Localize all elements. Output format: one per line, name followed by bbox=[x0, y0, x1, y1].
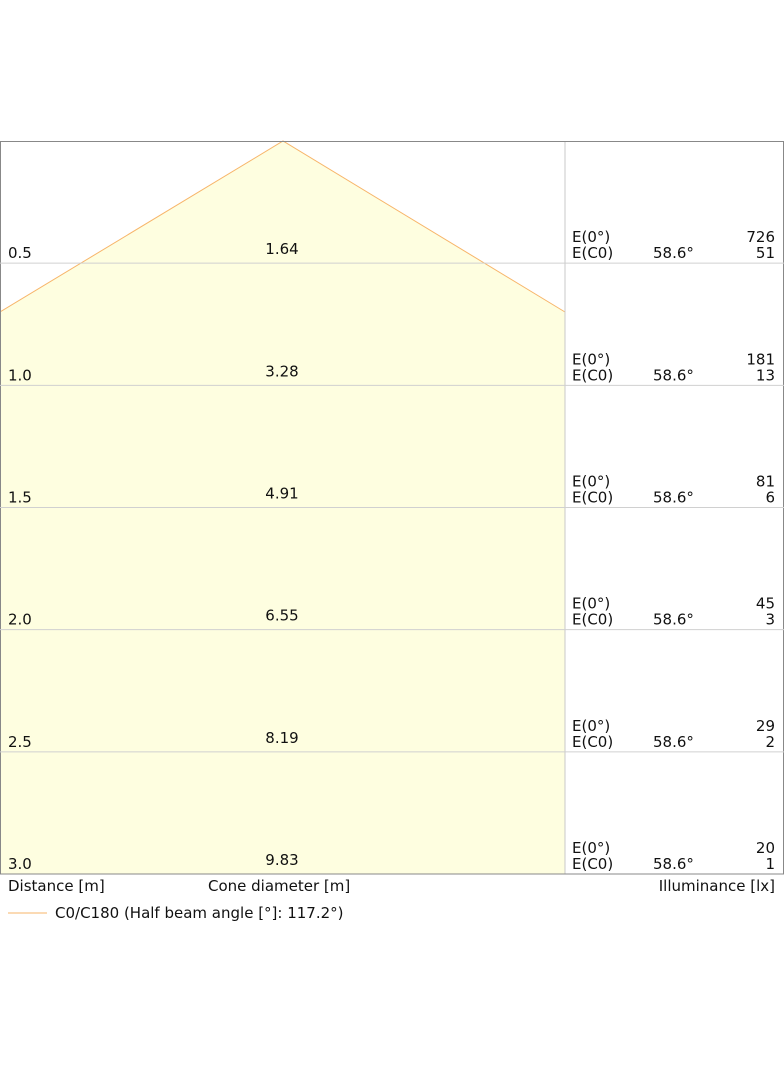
angle: 58.6° bbox=[653, 733, 694, 751]
e0-value: 81 bbox=[756, 473, 775, 491]
e0-value: 726 bbox=[746, 228, 775, 246]
footer-illuminance: Illuminance [lx] bbox=[659, 877, 775, 895]
ec0-label: E(C0) bbox=[572, 366, 613, 384]
e0-value: 181 bbox=[746, 350, 775, 368]
e0-label: E(0°) bbox=[572, 717, 610, 735]
e0-value: 45 bbox=[756, 595, 775, 613]
footer-diameter: Cone diameter [m] bbox=[208, 877, 350, 895]
distance: 0.5 bbox=[8, 244, 32, 262]
diameter: 8.19 bbox=[265, 729, 298, 747]
legend-label: C0/C180 (Half beam angle [°]: 117.2°) bbox=[55, 904, 344, 922]
e0-label: E(0°) bbox=[572, 595, 610, 613]
ec0-label: E(C0) bbox=[572, 733, 613, 751]
ec0-label: E(C0) bbox=[572, 855, 613, 873]
distance: 2.5 bbox=[8, 733, 32, 751]
angle: 58.6° bbox=[653, 489, 694, 507]
e0-label: E(0°) bbox=[572, 473, 610, 491]
diameter: 3.28 bbox=[265, 362, 298, 380]
diameter: 4.91 bbox=[265, 485, 298, 503]
diameter: 1.64 bbox=[265, 240, 298, 258]
distance: 1.5 bbox=[8, 489, 32, 507]
ec0-value: 1 bbox=[765, 855, 775, 873]
diameter: 9.83 bbox=[265, 851, 298, 869]
footer-distance: Distance [m] bbox=[8, 877, 105, 895]
distance: 1.0 bbox=[8, 366, 32, 384]
e0-label: E(0°) bbox=[572, 839, 610, 857]
e0-label: E(0°) bbox=[572, 350, 610, 368]
ec0-label: E(C0) bbox=[572, 489, 613, 507]
e0-value: 29 bbox=[756, 717, 775, 735]
ec0-value: 51 bbox=[756, 244, 775, 262]
e0-value: 20 bbox=[756, 839, 775, 857]
ec0-value: 13 bbox=[756, 366, 775, 384]
ec0-value: 3 bbox=[765, 611, 775, 629]
ec0-label: E(C0) bbox=[572, 244, 613, 262]
ec0-label: E(C0) bbox=[572, 611, 613, 629]
ec0-value: 2 bbox=[765, 733, 775, 751]
diameter: 6.55 bbox=[265, 607, 298, 625]
e0-label: E(0°) bbox=[572, 228, 610, 246]
distance: 2.0 bbox=[8, 611, 32, 629]
angle: 58.6° bbox=[653, 366, 694, 384]
distance: 3.0 bbox=[8, 855, 32, 873]
angle: 58.6° bbox=[653, 611, 694, 629]
ec0-value: 6 bbox=[765, 489, 775, 507]
angle: 58.6° bbox=[653, 244, 694, 262]
angle: 58.6° bbox=[653, 855, 694, 873]
